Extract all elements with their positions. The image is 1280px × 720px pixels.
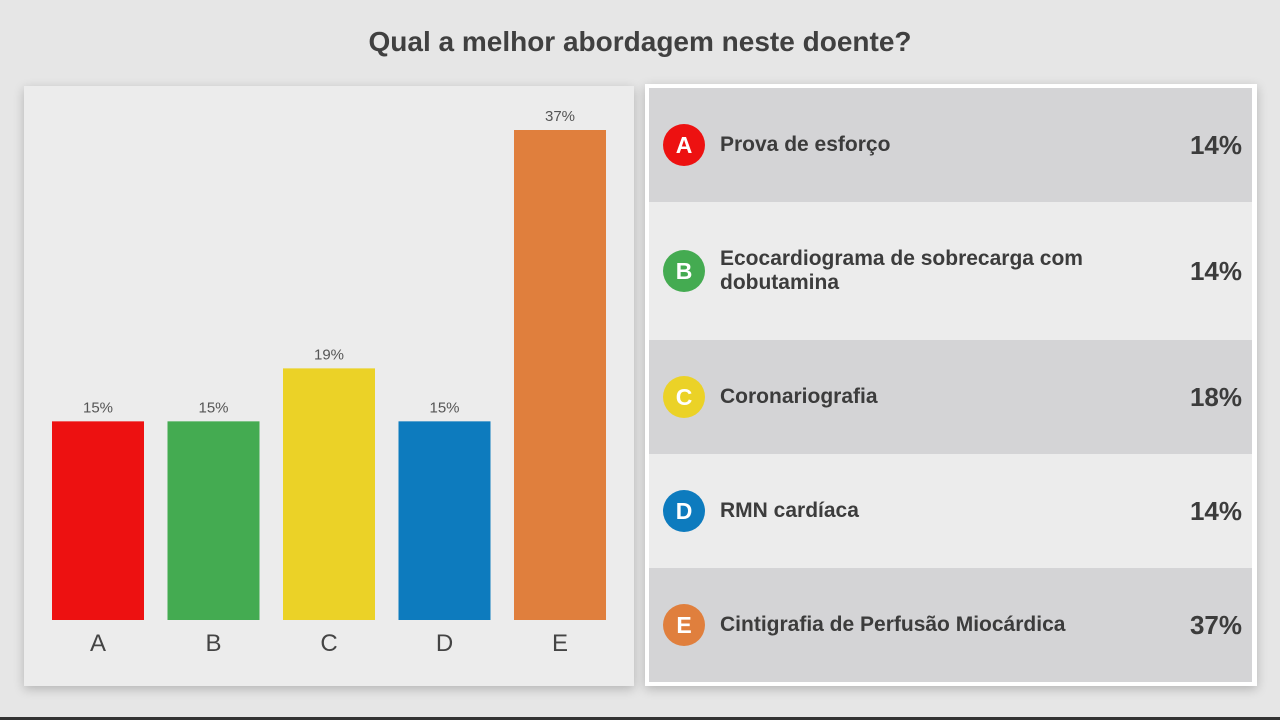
option-a-badge: A: [663, 124, 705, 166]
category-label-b: B: [205, 630, 221, 657]
bar-value-label-e: 37%: [545, 108, 575, 125]
results-chart-panel: 15% A 15% B 19% C 15% D 37% E: [24, 86, 634, 686]
bar-c: [283, 368, 375, 620]
bar-d: [398, 421, 491, 620]
bar-value-label-a: 15%: [83, 399, 113, 416]
option-b-label: Ecocardiograma de sobrecarga com dobutam…: [720, 247, 1083, 294]
option-c-badge: C: [663, 376, 705, 418]
option-a[interactable]: A Prova de esforço 14%: [649, 88, 1252, 202]
option-a-percent: 14%: [1189, 129, 1242, 160]
bar-b: [167, 421, 260, 620]
option-c[interactable]: C Coronariografia 18%: [649, 340, 1252, 454]
answer-options-panel: A Prova de esforço 14% B Ecocardiograma …: [645, 84, 1257, 686]
bar-value-label-c: 19%: [314, 346, 344, 363]
bar-value-label-b: 15%: [198, 399, 228, 416]
option-b-badge: B: [663, 250, 705, 292]
option-b-percent: 14%: [1189, 255, 1242, 286]
option-d[interactable]: D RMN cardíaca 14%: [649, 454, 1252, 568]
category-label-d: D: [436, 630, 453, 657]
option-d-label: RMN cardíaca: [720, 499, 859, 522]
option-c-label: Coronariografia: [720, 385, 878, 408]
bar-chart: 15% A 15% B 19% C 15% D 37% E: [52, 108, 606, 657]
bottom-divider: [0, 717, 1280, 720]
option-e-percent: 37%: [1189, 609, 1242, 640]
option-e-label: Cintigrafia de Perfusão Miocárdica: [720, 613, 1066, 636]
category-label-e: E: [552, 630, 568, 657]
option-b[interactable]: B Ecocardiograma de sobrecarga com dobut…: [649, 202, 1252, 340]
bar-e: [514, 130, 606, 620]
option-d-percent: 14%: [1189, 495, 1242, 526]
category-label-a: A: [90, 630, 106, 657]
option-c-percent: 18%: [1189, 381, 1242, 412]
option-e-badge: E: [663, 604, 705, 646]
option-a-label: Prova de esforço: [720, 133, 891, 156]
question-title: Qual a melhor abordagem neste doente?: [368, 26, 912, 57]
category-label-c: C: [320, 630, 337, 657]
option-e[interactable]: E Cintigrafia de Perfusão Miocárdica 37%: [649, 568, 1252, 682]
bar-a: [52, 421, 144, 620]
option-d-badge: D: [663, 490, 705, 532]
bar-value-label-d: 15%: [429, 399, 459, 416]
